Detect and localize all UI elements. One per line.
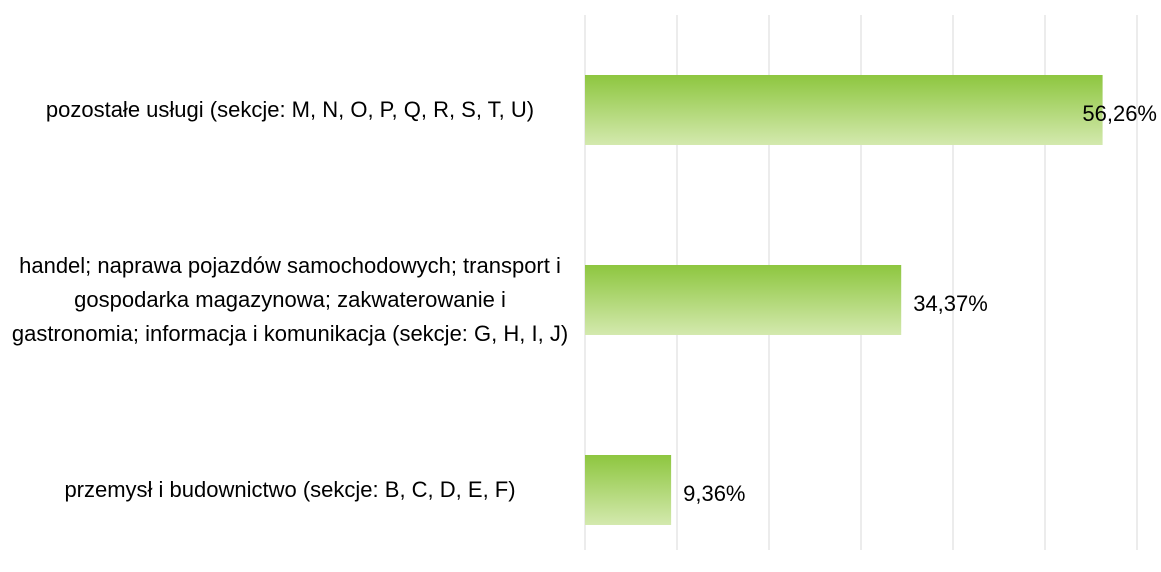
value-label: 56,26% (1082, 101, 1157, 126)
category-label: handel; naprawa pojazdów samochodowych; … (11, 253, 569, 346)
bar (585, 75, 1103, 145)
bar (585, 455, 672, 525)
value-label: 34,37% (913, 291, 988, 316)
category-label: przemysł i budownictwo (sekcje: B, C, D,… (64, 477, 516, 502)
bar (585, 265, 902, 335)
value-label: 9,36% (683, 481, 745, 506)
category-label: pozostałe usługi (sekcje: M, N, O, P, Q,… (45, 97, 535, 122)
